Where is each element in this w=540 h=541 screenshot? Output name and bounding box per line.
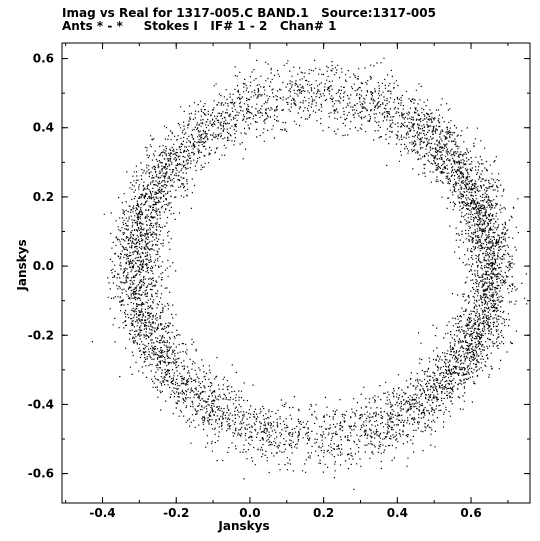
y-tick-label: 0.6 bbox=[33, 52, 54, 66]
x-tick-label: 0.2 bbox=[313, 506, 334, 520]
y-tick-label: 0.4 bbox=[33, 121, 54, 135]
scatter-points bbox=[91, 57, 528, 490]
x-axis-label: Janskys bbox=[217, 519, 269, 533]
x-tick-label: 0.0 bbox=[239, 506, 260, 520]
x-tick-label: 0.6 bbox=[460, 506, 481, 520]
data-point bbox=[91, 57, 528, 490]
chart-subtitle: Ants * - * Stokes I IF# 1 - 2 Chan# 1 bbox=[62, 19, 337, 33]
y-tick-label: -0.2 bbox=[28, 328, 54, 342]
y-tick-label: 0.2 bbox=[33, 190, 54, 204]
y-axis-label: Janskys bbox=[15, 239, 29, 291]
x-tick-label: -0.4 bbox=[89, 506, 115, 520]
x-tick-label: 0.4 bbox=[387, 506, 408, 520]
y-tick-label: -0.4 bbox=[28, 397, 54, 411]
y-tick-label: -0.6 bbox=[28, 467, 54, 481]
plot-frame bbox=[61, 42, 531, 504]
y-tick-label: 0.0 bbox=[33, 259, 54, 273]
x-tick-label: -0.2 bbox=[163, 506, 189, 520]
chart-title: Imag vs Real for 1317-005.C BAND.1 Sourc… bbox=[62, 6, 436, 20]
axes: -0.4 -0.2 0.0 0.2 0.4 0.6 -0.6 -0.4 -0.2 0.0 0.2 0.… bbox=[28, 43, 530, 520]
